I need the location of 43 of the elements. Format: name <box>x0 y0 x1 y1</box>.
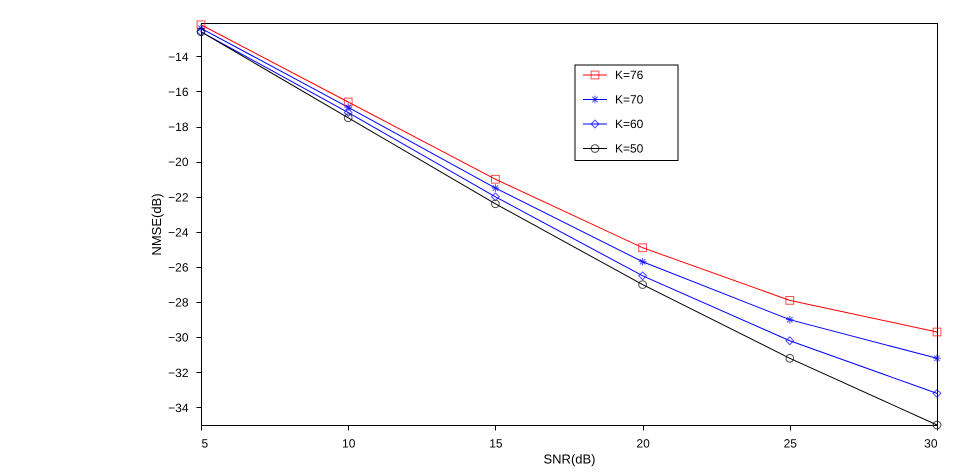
legend-label: K=70 <box>615 92 644 106</box>
y-tick-label: −14 <box>168 50 189 64</box>
point <box>932 354 942 363</box>
y-tick-label: −24 <box>168 225 189 240</box>
x-tick-label: 10 <box>342 436 356 450</box>
x-tick-label: 15 <box>489 436 503 450</box>
y-tick-label: −26 <box>168 260 189 275</box>
point <box>785 296 794 305</box>
x-tick-label: 25 <box>784 436 798 450</box>
y-tick-label: −18 <box>168 120 189 134</box>
x-tick-label: 5 <box>202 436 208 450</box>
y-tick-label: −34 <box>168 400 189 415</box>
point <box>196 24 206 33</box>
point <box>491 199 500 208</box>
x-tick-label: 30 <box>924 436 938 450</box>
point <box>344 98 353 106</box>
x-tick-label: 20 <box>636 436 650 450</box>
point <box>344 102 353 112</box>
point <box>344 108 353 117</box>
y-tick-label: −22 <box>168 190 189 204</box>
legend-label: K=76 <box>615 68 644 82</box>
y-tick-label: −16 <box>168 84 189 99</box>
y-tick-label: −32 <box>168 366 189 380</box>
point <box>785 354 794 363</box>
y-axis-title: NMSE(dB) <box>149 193 164 256</box>
y-tick-label: −28 <box>168 296 189 310</box>
point <box>491 174 500 184</box>
y-tick-label: −20 <box>168 155 189 170</box>
point <box>491 184 500 192</box>
point <box>785 336 794 346</box>
point <box>344 113 353 122</box>
point <box>638 271 647 280</box>
point <box>932 389 942 398</box>
point <box>638 280 647 289</box>
legend-label: K=50 <box>615 142 644 156</box>
legend-label: K=60 <box>615 117 644 131</box>
point <box>785 315 794 324</box>
point <box>638 257 647 266</box>
point <box>491 192 500 202</box>
point <box>932 328 942 336</box>
y-tick-label: −30 <box>168 330 189 345</box>
x-axis-title: SNR(dB) <box>543 452 596 466</box>
point <box>638 243 647 252</box>
